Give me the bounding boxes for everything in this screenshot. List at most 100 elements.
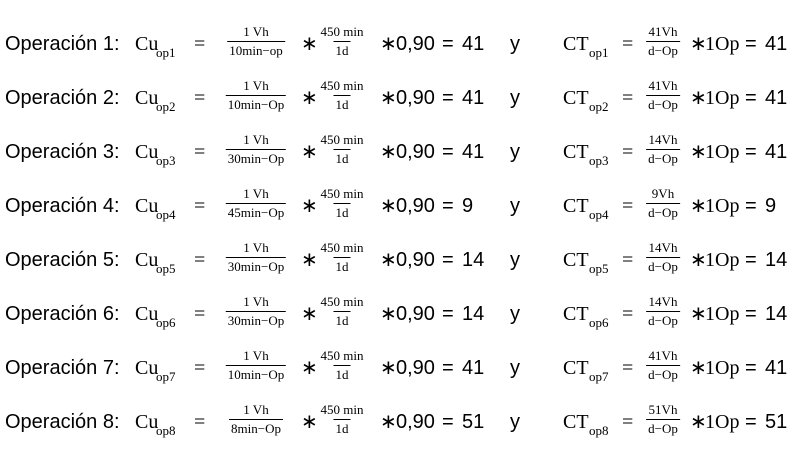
ct-subscript: op7 <box>589 369 609 384</box>
cu-symbol: Cu <box>135 195 159 217</box>
formula-row: Operación 2: Cu op2 = 1 Vh 10min−Op ∗ 450 min 1d… <box>0 74 800 124</box>
numerator: 450 min <box>320 186 364 201</box>
equals: = <box>622 33 634 55</box>
times: ∗ <box>690 141 707 163</box>
numerator: 51Vh <box>648 402 678 417</box>
operation-label: Operación 7: <box>5 357 120 379</box>
numerator: 14Vh <box>648 240 678 255</box>
denominator: d−Op <box>646 41 680 58</box>
equals: = <box>622 357 634 379</box>
cu-subscript: op1 <box>156 45 176 60</box>
ct-fraction: 14Vh d−Op <box>646 293 680 330</box>
ct-multiplier: 1Op <box>705 303 740 325</box>
ct-fraction: 41Vh d−Op <box>646 347 680 384</box>
operation-label: Operación 3: <box>5 141 120 163</box>
times: ∗ <box>380 33 397 55</box>
numerator: 14Vh <box>648 294 678 309</box>
operation-label: Operación 5: <box>5 249 120 271</box>
times: ∗ <box>380 357 397 379</box>
denominator: 10min−Op <box>225 95 287 112</box>
equals: = <box>622 411 634 433</box>
denominator: 45min−Op <box>225 203 287 220</box>
equals: = <box>442 303 454 325</box>
cu-symbol: Cu <box>135 141 159 163</box>
ct-symbol: CT <box>563 249 589 271</box>
equals: = <box>442 249 454 271</box>
factor: 0,90 <box>396 33 435 55</box>
ct-symbol: CT <box>563 195 589 217</box>
time-fraction: 1 Vh 30min−Op <box>225 131 287 168</box>
ct-multiplier: 1Op <box>705 249 740 271</box>
equals: = <box>745 357 757 379</box>
cu-result: 41 <box>462 141 485 163</box>
numerator: 450 min <box>320 24 364 39</box>
times: ∗ <box>380 87 397 109</box>
equals: = <box>194 141 206 163</box>
denominator: 1d <box>333 365 351 382</box>
factor: 0,90 <box>396 411 435 433</box>
equals: = <box>194 87 206 109</box>
ct-symbol: CT <box>563 357 589 379</box>
day-fraction: 450 min 1d <box>319 239 366 276</box>
denominator: d−Op <box>646 203 680 220</box>
numerator: 450 min <box>320 402 364 417</box>
ct-multiplier: 1Op <box>705 195 740 217</box>
equals: = <box>622 141 634 163</box>
equals: = <box>194 249 206 271</box>
equals: = <box>745 249 757 271</box>
times: ∗ <box>690 303 707 325</box>
times: ∗ <box>301 33 318 55</box>
times: ∗ <box>380 411 397 433</box>
equals: = <box>745 195 757 217</box>
cu-result: 9 <box>462 195 474 217</box>
denominator: 1d <box>333 95 351 112</box>
denominator: d−Op <box>646 95 680 112</box>
ct-subscript: op1 <box>589 45 609 60</box>
times: ∗ <box>380 195 397 217</box>
ct-result: 41 <box>765 357 788 379</box>
time-fraction: 1 Vh 8min−Op <box>229 401 283 438</box>
equals: = <box>442 141 454 163</box>
equals: = <box>745 411 757 433</box>
equals: = <box>194 411 206 433</box>
cu-result: 41 <box>462 33 485 55</box>
ct-result: 51 <box>765 411 788 433</box>
numerator: 1 Vh <box>243 78 269 93</box>
denominator: 1d <box>333 149 351 166</box>
cu-symbol: Cu <box>135 87 159 109</box>
operation-label: Operación 6: <box>5 303 120 325</box>
equals: = <box>745 87 757 109</box>
numerator: 450 min <box>320 294 364 309</box>
conjunction: y <box>510 141 520 163</box>
ct-subscript: op2 <box>589 99 609 114</box>
time-fraction: 1 Vh 10min−Op <box>225 347 287 384</box>
ct-symbol: CT <box>563 411 589 433</box>
numerator: 1 Vh <box>243 24 269 39</box>
equals: = <box>745 33 757 55</box>
equals: = <box>745 141 757 163</box>
times: ∗ <box>301 87 318 109</box>
operation-label: Operación 4: <box>5 195 120 217</box>
numerator: 1 Vh <box>243 294 269 309</box>
equals: = <box>622 303 634 325</box>
factor: 0,90 <box>396 195 435 217</box>
conjunction: y <box>510 411 520 433</box>
day-fraction: 450 min 1d <box>319 23 366 60</box>
ct-multiplier: 1Op <box>705 357 740 379</box>
formula-row: Operación 8: Cu op8 = 1 Vh 8min−Op ∗ 450 min 1d ∗… <box>0 398 800 448</box>
numerator: 450 min <box>320 78 364 93</box>
numerator: 1 Vh <box>243 186 269 201</box>
ct-multiplier: 1Op <box>705 87 740 109</box>
numerator: 41Vh <box>648 348 678 363</box>
equals: = <box>622 195 634 217</box>
ct-subscript: op6 <box>589 315 609 330</box>
ct-result: 9 <box>765 195 777 217</box>
numerator: 1 Vh <box>243 402 269 417</box>
numerator: 450 min <box>320 132 364 147</box>
ct-symbol: CT <box>563 141 589 163</box>
denominator: 1d <box>333 311 351 328</box>
numerator: 41Vh <box>648 24 678 39</box>
conjunction: y <box>510 357 520 379</box>
equals: = <box>194 303 206 325</box>
